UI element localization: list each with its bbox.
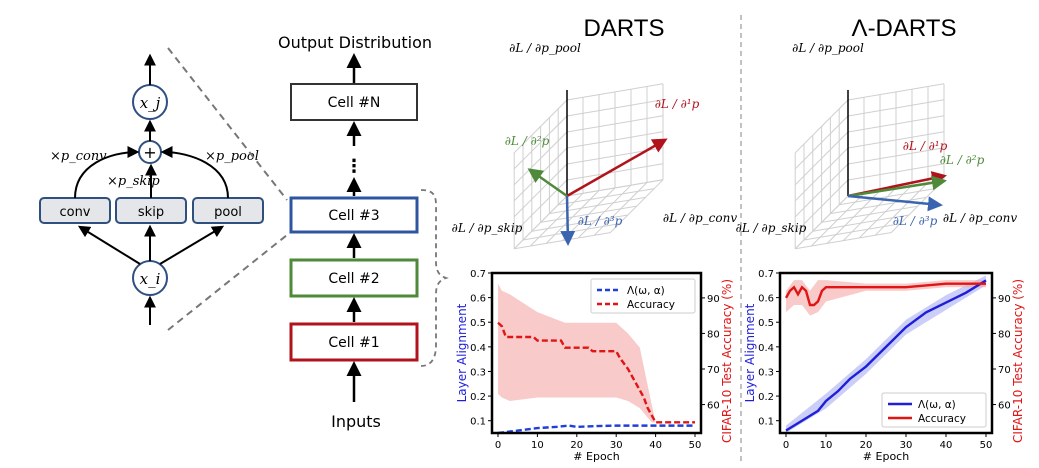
y-tick-label: 0.6	[758, 294, 774, 305]
cell-3	[289, 196, 419, 234]
grad3-label-2: ∂L / ∂³p	[893, 214, 938, 228]
grad1-label-2: ∂L / ∂¹p	[903, 139, 948, 153]
x-tick-label: 20	[860, 440, 873, 451]
op-pool-label: pool	[214, 205, 242, 220]
sum-node-label: +	[143, 143, 156, 162]
y-tick-label: 0.1	[758, 417, 774, 428]
op-conv-label: conv	[59, 205, 90, 220]
y-tick-label: 0.2	[470, 392, 486, 403]
x-axis-label: # Epoch	[573, 450, 619, 463]
y2-axis-label: CIFAR-10 Test Accuracy (%)	[1011, 279, 1025, 443]
x-axis-label: # Epoch	[863, 450, 909, 463]
y-tick-label: 0.7	[758, 269, 774, 280]
x-tick-label: 0	[783, 440, 789, 451]
grad2-label: ∂L / ∂²p	[505, 134, 550, 148]
y2-axis-label: CIFAR-10 Test Accuracy (%)	[720, 279, 734, 443]
cell-2	[289, 258, 419, 298]
axis-skip-label: ∂L / ∂p_skip	[452, 221, 523, 235]
band-1	[786, 280, 986, 316]
op-skip-label: skip	[138, 205, 164, 220]
series-line-1	[497, 321, 695, 424]
y2-tick-label: 80	[707, 329, 720, 340]
x-tick-label: 10	[820, 440, 833, 451]
y-tick-label: 0.4	[470, 343, 486, 354]
grad-arrow-2	[527, 168, 568, 198]
x-tick-label: 0	[495, 440, 501, 451]
y-axis-label: Layer Alignment	[455, 303, 469, 402]
x-tick-label: 30	[900, 440, 913, 451]
network-stack: Output Distribution Cell #N ⋮ Cell #3 Ce…	[278, 33, 449, 431]
series-line-0	[785, 279, 987, 432]
plot-frame	[490, 271, 703, 435]
axis-skip-label-2: ∂L / ∂p_skip	[736, 221, 807, 235]
x-tick-label: 20	[570, 440, 583, 451]
cell-n-label: Cell #N	[328, 95, 381, 111]
x-tick-label: 40	[940, 440, 953, 451]
darts-title: DARTS	[584, 15, 665, 42]
y2-tick-label: 80	[998, 329, 1011, 340]
darts-3d-panel: DARTS ∂L / ∂p_pool ∂L / ∂p_skip ∂L / ∂p_…	[452, 15, 737, 250]
y2-tick-label: 60	[998, 401, 1011, 412]
ellipsis: ⋮	[345, 156, 363, 177]
x-tick-label: 10	[531, 440, 544, 451]
cell-n	[290, 83, 418, 121]
axis-pool-label: ∂L / ∂p_pool	[509, 41, 581, 55]
grad1-label: ∂L / ∂¹p	[655, 97, 700, 111]
brace	[420, 189, 449, 367]
y-tick-label: 0.3	[470, 367, 486, 378]
node-xi-label: x_i	[140, 270, 161, 288]
legend-label: Λ(ω, α)	[918, 399, 956, 411]
y-tick-label: 0.5	[758, 318, 774, 329]
axis-conv-label: ∂L / ∂p_conv	[663, 211, 737, 225]
y-tick-label: 0.1	[470, 417, 486, 428]
weight-skip: ×p_skip	[107, 174, 160, 189]
weight-conv: ×p_conv	[50, 149, 107, 164]
y2-tick-label: 60	[707, 401, 720, 412]
legend-label: Λ(ω, α)	[627, 285, 665, 297]
x-tick-label: 50	[980, 440, 993, 451]
y-tick-label: 0.3	[758, 367, 774, 378]
y-tick-label: 0.6	[470, 294, 486, 305]
cell-2-label: Cell #2	[328, 271, 379, 287]
grad2-label-2: ∂L / ∂²p	[940, 153, 985, 167]
y-tick-label: 0.5	[470, 318, 486, 329]
lambda-3d-panel: Λ-DARTS ∂L / ∂p_pool ∂L / ∂p_skip ∂L / ∂…	[736, 15, 1017, 250]
cell-diagram: x_j + conv skip pool ×p_conv ×p_skip ×p_…	[39, 47, 288, 331]
lambda-title: Λ-DARTS	[852, 15, 957, 42]
band-0	[498, 283, 695, 423]
grad-arrow-3b	[847, 194, 943, 212]
grad-arrow-1	[566, 138, 668, 198]
darts-chart: 0.1 0.2 0.3 0.4 0.5 0.6 0.7 60 70 80 90 0 10 20 30 40 50…	[455, 269, 734, 463]
y2-tick-label: 70	[998, 365, 1011, 376]
y2-tick-label: 90	[707, 294, 720, 305]
y-tick-label: 0.7	[470, 269, 486, 280]
legend-label: Accuracy	[627, 299, 675, 311]
y-axis-label: Layer Alignment	[743, 303, 757, 402]
grad-arrow-3	[560, 195, 576, 246]
y2-tick-label: 70	[707, 365, 720, 376]
x-tick-label: 50	[689, 440, 702, 451]
grad-arrow-2b	[847, 175, 947, 198]
legend-label: Accuracy	[918, 413, 966, 425]
cell-1	[289, 322, 419, 362]
lambda-darts-chart: 0.1 0.2 0.3 0.4 0.5 0.6 0.7 60 70 80 90 0 10 20 30 40 50…	[743, 269, 1025, 463]
x-tick-label: 40	[649, 440, 662, 451]
cell-1-label: Cell #1	[328, 335, 379, 351]
cell-3-label: Cell #3	[328, 208, 379, 224]
axis-pool-label-2: ∂L / ∂p_pool	[792, 41, 864, 55]
series-line-0	[497, 424, 695, 435]
grad3-label: ∂L / ∂³p	[578, 214, 623, 228]
y-tick-label: 0.4	[758, 343, 774, 354]
output-label: Output Distribution	[278, 33, 432, 52]
axis-conv-label-2: ∂L / ∂p_conv	[943, 211, 1017, 225]
node-xj-label: x_j	[140, 94, 161, 112]
plot-frame	[778, 271, 994, 435]
y-tick-label: 0.2	[758, 392, 774, 403]
y2-tick-label: 90	[998, 294, 1011, 305]
inputs-label: Inputs	[331, 412, 381, 431]
series-line-1	[784, 282, 986, 307]
weight-pool: ×p_pool	[205, 149, 259, 164]
x-tick-label: 30	[610, 440, 623, 451]
